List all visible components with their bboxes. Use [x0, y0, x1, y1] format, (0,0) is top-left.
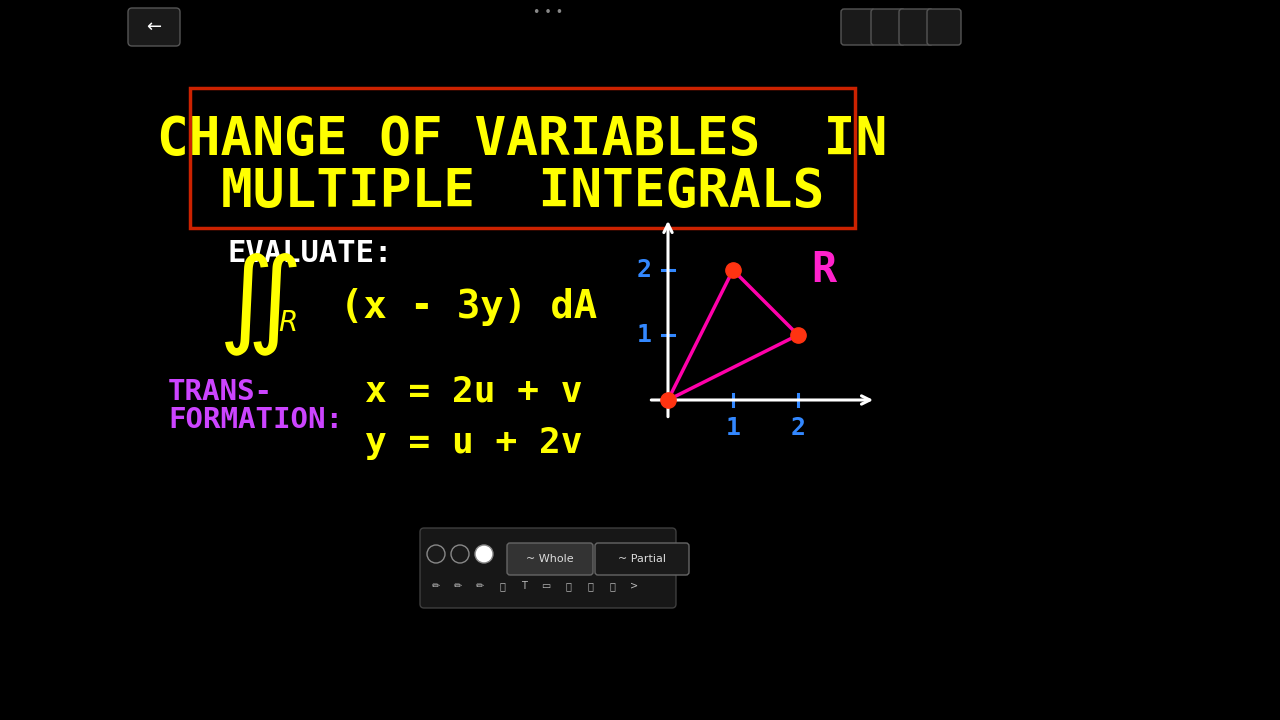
Text: ▭: ▭ [541, 581, 550, 591]
FancyBboxPatch shape [899, 9, 933, 45]
Text: ←: ← [146, 18, 161, 36]
Circle shape [451, 545, 468, 563]
Text: FORMATION:: FORMATION: [168, 406, 343, 434]
Text: y = u + 2v: y = u + 2v [365, 426, 582, 460]
Text: >: > [630, 581, 637, 591]
Text: ⬛: ⬛ [499, 581, 504, 591]
FancyBboxPatch shape [595, 543, 689, 575]
Text: ~ Whole: ~ Whole [526, 554, 573, 564]
Text: R: R [278, 309, 298, 337]
Text: $\iint$: $\iint$ [218, 252, 298, 359]
Bar [189, 88, 855, 228]
Text: 1: 1 [636, 323, 652, 347]
Text: ✏: ✏ [476, 581, 484, 591]
FancyBboxPatch shape [927, 9, 961, 45]
Text: EVALUATE:: EVALUATE: [228, 238, 393, 268]
Text: ✏: ✏ [454, 581, 462, 591]
Text: ~ Partial: ~ Partial [618, 554, 666, 564]
Text: T: T [521, 581, 527, 591]
FancyBboxPatch shape [507, 543, 593, 575]
Text: ✏: ✏ [431, 581, 440, 591]
FancyBboxPatch shape [420, 528, 676, 608]
Text: x = 2u + v: x = 2u + v [365, 375, 582, 409]
Text: ⬜: ⬜ [564, 581, 571, 591]
Text: 2: 2 [636, 258, 652, 282]
Circle shape [475, 545, 493, 563]
Text: 2: 2 [791, 416, 805, 440]
FancyBboxPatch shape [841, 9, 876, 45]
FancyBboxPatch shape [128, 8, 180, 46]
Text: • • •: • • • [532, 6, 563, 19]
Text: 1: 1 [726, 416, 741, 440]
FancyBboxPatch shape [870, 9, 905, 45]
Text: R: R [812, 249, 836, 291]
Text: 🎤: 🎤 [588, 581, 593, 591]
Text: TRANS-: TRANS- [168, 378, 273, 406]
Text: MULTIPLE  INTEGRALS: MULTIPLE INTEGRALS [221, 166, 824, 218]
Text: 👋: 👋 [609, 581, 614, 591]
Text: (x - 3y) dA: (x - 3y) dA [340, 288, 598, 326]
Circle shape [428, 545, 445, 563]
Text: CHANGE OF VARIABLES  IN: CHANGE OF VARIABLES IN [157, 114, 887, 166]
